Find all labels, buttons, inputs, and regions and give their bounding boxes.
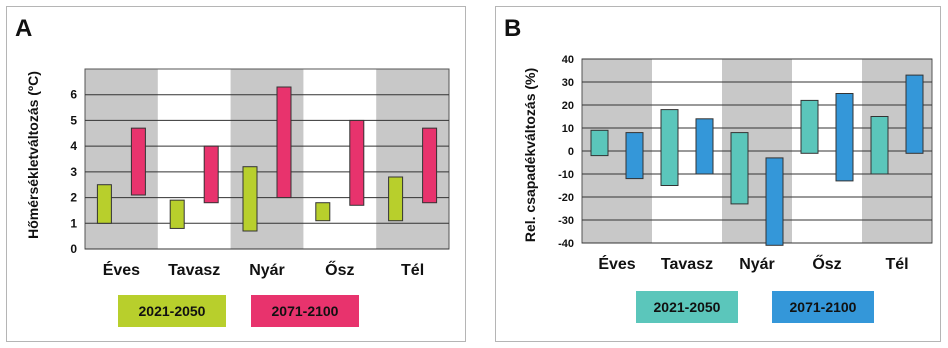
chart-a-band-0 bbox=[85, 69, 158, 249]
chart-b-bar-2071-2100-Tél bbox=[905, 74, 924, 154]
chart-a-bar-2021-2050-Tél bbox=[388, 176, 404, 222]
legend-b-2071-2100: 2071-2100 bbox=[772, 291, 874, 323]
chart-a-y-tick-label: 6 bbox=[70, 88, 77, 102]
chart-b-y-tick-label: 10 bbox=[562, 123, 574, 135]
chart-a-bar-2071-2100-Nyár bbox=[276, 86, 292, 199]
chart-b-bar-2021-2050-Tavasz bbox=[660, 109, 679, 186]
chart-a-y-tick-label: 1 bbox=[70, 216, 77, 230]
chart-b-bar-2071-2100-Ősz bbox=[835, 93, 854, 182]
chart-a-bar-2071-2100-Éves bbox=[130, 127, 146, 196]
chart-b-y-tick-label: -30 bbox=[558, 215, 574, 227]
chart-a-y-tick-label: 2 bbox=[70, 191, 77, 205]
legend-b-2021-2050: 2021-2050 bbox=[636, 291, 738, 323]
chart-a-band-2 bbox=[230, 69, 304, 249]
panel-a-y-axis-label: Hőmérsékletváltozás (ºC) bbox=[25, 71, 41, 239]
chart-b-category-label: Tél bbox=[885, 256, 908, 273]
chart-b-bar-2071-2100-Tavasz bbox=[695, 118, 714, 175]
chart-b-bar-2071-2100-Nyár bbox=[765, 157, 784, 246]
chart-a: 0 1 2 3 4 5 6 Éves Tavasz Nyár Ősz Tél bbox=[70, 68, 450, 279]
chart-b-y-tick-label: -20 bbox=[558, 192, 574, 204]
chart-a-y-tick-label: 5 bbox=[70, 113, 77, 127]
chart-a-bar-2021-2050-Ősz bbox=[315, 202, 331, 222]
panel-a: A Hőmérsékletváltozás (ºC) 0 1 2 3 4 5 6 Éves Ta… bbox=[6, 6, 466, 342]
chart-b: -40 -30 -20 -10 0 10 20 30 40 Éves Tavasz Nyár Ősz Té… bbox=[558, 54, 933, 273]
chart-b-bar-2021-2050-Tél bbox=[870, 116, 889, 175]
chart-a-bar-2071-2100-Tél bbox=[422, 127, 438, 204]
chart-a-category-label: Éves bbox=[103, 260, 140, 279]
panel-b-letter: B bbox=[504, 15, 522, 42]
chart-a-bar-2021-2050-Tavasz bbox=[169, 199, 185, 229]
legend-a-2071-2100: 2071-2100 bbox=[251, 295, 359, 327]
chart-b-category-label: Tavasz bbox=[661, 256, 713, 273]
chart-a-category-label: Tél bbox=[401, 262, 424, 279]
chart-a-bar-2071-2100-Ősz bbox=[349, 119, 365, 206]
chart-a-category-label: Ősz bbox=[325, 260, 354, 279]
chart-a-bar-2071-2100-Tavasz bbox=[203, 145, 219, 204]
chart-a-y-tick-label: 4 bbox=[70, 139, 77, 153]
chart-a-category-label: Nyár bbox=[249, 262, 285, 279]
chart-b-bar-2021-2050-Nyár bbox=[730, 132, 749, 205]
chart-a-bar-2021-2050-Nyár bbox=[242, 166, 258, 232]
panel-b-y-axis-label: Rel. csapadékváltozás (%) bbox=[522, 67, 538, 243]
chart-b-bar-2071-2100-Éves bbox=[625, 132, 644, 180]
chart-a-category-label: Tavasz bbox=[168, 262, 220, 279]
chart-b-y-tick-label: -10 bbox=[558, 169, 574, 181]
chart-b-category-label: Ősz bbox=[812, 254, 841, 273]
chart-b-y-tick-label: 40 bbox=[562, 54, 574, 66]
chart-a-bar-2021-2050-Éves bbox=[96, 184, 112, 224]
chart-b-category-label: Éves bbox=[598, 254, 635, 273]
chart-a-band-4 bbox=[376, 69, 449, 249]
chart-b-y-tick-label: 30 bbox=[562, 77, 574, 89]
chart-b-category-label: Nyár bbox=[739, 256, 775, 273]
chart-a-y-tick-label: 0 bbox=[70, 242, 77, 256]
legend-a-2021-2050: 2021-2050 bbox=[118, 295, 226, 327]
chart-b-y-tick-label: 20 bbox=[562, 100, 574, 112]
chart-b-bar-2021-2050-Éves bbox=[590, 129, 609, 157]
panel-b: B Rel. csapadékváltozás (%) -40 -30 -20 -10… bbox=[495, 6, 941, 342]
chart-b-bar-2021-2050-Ősz bbox=[800, 99, 819, 154]
chart-b-y-tick-label: -40 bbox=[558, 238, 574, 250]
chart-a-y-tick-label: 3 bbox=[70, 165, 77, 179]
chart-b-y-tick-label: 0 bbox=[568, 146, 574, 158]
panel-a-letter: A bbox=[15, 15, 33, 42]
